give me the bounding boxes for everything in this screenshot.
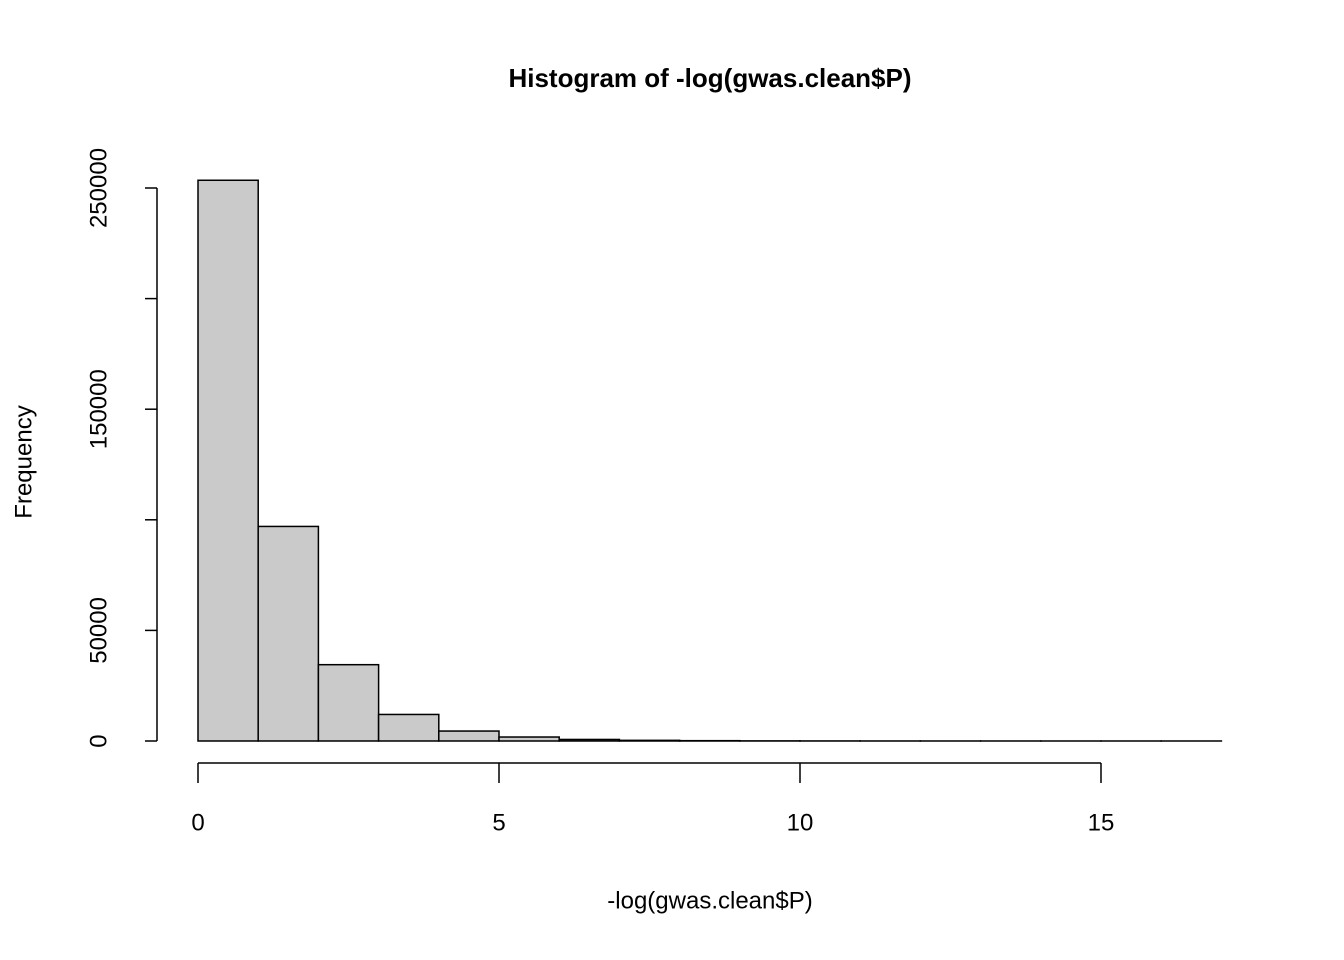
bar bbox=[377, 713, 440, 742]
bar bbox=[498, 736, 560, 742]
x-tick-label: 5 bbox=[492, 809, 505, 836]
x-tick-label: 10 bbox=[787, 809, 814, 836]
y-tick-label: 0 bbox=[85, 734, 112, 747]
x-tick-label: 0 bbox=[191, 809, 204, 836]
y-tick-label: 250000 bbox=[85, 148, 112, 228]
bar bbox=[438, 730, 500, 742]
bar bbox=[317, 663, 380, 742]
bar bbox=[197, 179, 259, 742]
x-tick-label: 15 bbox=[1088, 809, 1115, 836]
y-tick-label: 50000 bbox=[85, 597, 112, 664]
chart-title: Histogram of -log(gwas.clean$P) bbox=[508, 63, 911, 93]
x-axis-label: -log(gwas.clean$P) bbox=[607, 887, 812, 914]
bar bbox=[558, 738, 621, 742]
bar bbox=[257, 525, 320, 742]
y-tick-label: 150000 bbox=[85, 369, 112, 449]
bar bbox=[618, 739, 681, 742]
y-axis-label: Frequency bbox=[10, 405, 37, 518]
